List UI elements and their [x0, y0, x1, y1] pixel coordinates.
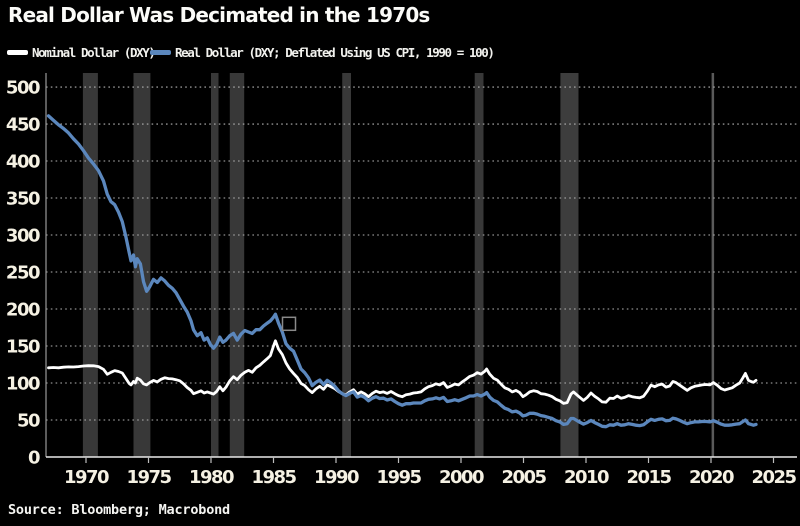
x-tick-label: 2020	[689, 467, 734, 488]
y-tick-label: 50	[17, 411, 40, 432]
x-tick-label: 2015	[626, 467, 671, 488]
x-tick-label: 2025	[751, 467, 796, 488]
recession-band	[82, 73, 98, 457]
x-tick-label: 1970	[64, 467, 109, 488]
y-tick-label: 200	[6, 300, 40, 321]
legend-item-real-dollar[interactable]: Real Dollar (DXY; Deflated Using US CPI,…	[150, 44, 495, 60]
legend-label-nominal: Nominal Dollar (DXY)	[32, 44, 156, 60]
nominal-dollar-line	[47, 339, 758, 405]
y-tick-label: 150	[6, 337, 40, 358]
y-tick-label: 400	[6, 152, 40, 173]
legend-label-real: Real Dollar (DXY; Deflated Using US CPI,…	[175, 44, 495, 60]
annotation-square	[281, 316, 297, 332]
x-tick-label: 1995	[376, 467, 421, 488]
y-tick-label: 450	[6, 115, 40, 136]
recession-band	[711, 73, 715, 457]
real-dollar-line	[46, 114, 758, 429]
recession-band	[474, 73, 484, 457]
x-tick-label: 2010	[564, 467, 609, 488]
legend-item-nominal-dollar[interactable]: Nominal Dollar (DXY)	[7, 44, 156, 60]
y-tick-label: 350	[6, 189, 40, 210]
nominal-line-swatch-icon	[7, 49, 28, 55]
recession-band	[560, 73, 579, 457]
recession-band	[342, 73, 351, 457]
chart-title: Real Dollar Was Decimated in the 1970s	[8, 3, 430, 27]
x-tick-label: 2000	[439, 467, 484, 488]
recession-band	[229, 73, 245, 457]
x-tick-label: 1985	[251, 467, 296, 488]
source-attribution: Source: Bloomberg; Macrobond	[8, 502, 230, 518]
x-tick-label: 1975	[126, 467, 171, 488]
x-tick-label: 2005	[501, 467, 546, 488]
recession-band	[211, 73, 219, 457]
x-tick-label: 1980	[189, 467, 234, 488]
real-line-swatch-icon	[150, 49, 171, 55]
y-tick-label: 300	[6, 226, 40, 247]
y-tick-label: 250	[6, 263, 40, 284]
y-tick-label: 100	[6, 374, 40, 395]
y-tick-label: 500	[6, 78, 40, 99]
y-tick-label: 0	[28, 448, 40, 469]
x-tick-label: 1990	[314, 467, 359, 488]
